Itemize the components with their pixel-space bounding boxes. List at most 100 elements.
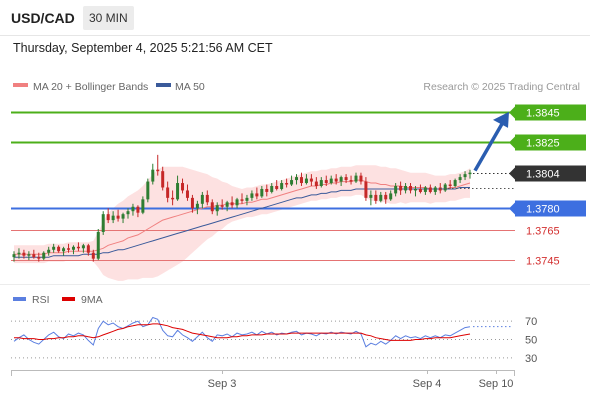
candle-body [285, 183, 289, 185]
candle-body [443, 184, 447, 191]
candle-body [47, 249, 51, 253]
candle-body [280, 183, 284, 189]
candle-body [220, 205, 224, 207]
candle-body [354, 175, 358, 182]
candle-body [106, 214, 110, 221]
level-box-resistance [515, 134, 586, 151]
candle-body [17, 252, 21, 255]
candle-body [156, 169, 160, 172]
candle-body [91, 252, 95, 259]
level-box-pointer [509, 202, 515, 215]
candle-body [141, 199, 145, 213]
level-box-pointer [509, 136, 515, 149]
candle-body [304, 178, 308, 184]
current-price-box [515, 165, 586, 182]
candle-body [240, 199, 244, 201]
candle-body [433, 187, 437, 192]
candle-body [176, 183, 180, 200]
level-box-pivot [515, 200, 586, 217]
target-arrow-shaft [473, 122, 504, 172]
candle-body [62, 248, 66, 252]
candle-body [71, 246, 75, 250]
candle-body [126, 211, 130, 215]
candle-body [225, 202, 229, 207]
candle-body [215, 205, 219, 212]
rsi-ma-legend-swatch [62, 297, 75, 301]
candle-body [146, 181, 150, 200]
level-label-resistance: 1.3825 [526, 138, 560, 150]
ma50-legend-swatch [156, 83, 171, 87]
candle-body [32, 254, 36, 258]
candle-body [453, 180, 457, 186]
candle-body [418, 188, 422, 192]
candle-body [324, 180, 328, 184]
candle-body [161, 171, 165, 188]
level-box-resistance [515, 104, 586, 121]
candle-body [379, 194, 383, 201]
candle-body [255, 193, 259, 197]
x-tick-label: Sep 4 [413, 378, 442, 390]
ma20-line [14, 179, 471, 255]
candle-body [116, 215, 120, 219]
rsi-panel: 70 50 30 [11, 316, 537, 365]
rsi-line [13, 316, 471, 348]
candle-body [270, 186, 274, 192]
candle-body [463, 174, 467, 178]
candle-body [413, 188, 417, 191]
candle-body [404, 186, 408, 191]
ma20-legend-swatch [13, 83, 28, 87]
candle-body [250, 193, 254, 198]
level-label-pivot: 1.3780 [526, 204, 560, 216]
candle-body [12, 254, 16, 258]
candle-body [171, 197, 175, 200]
candle-body [359, 175, 363, 182]
rsi-tick-50: 50 [525, 335, 537, 347]
candle-body [265, 188, 269, 192]
candle-body [81, 245, 85, 249]
x-tick-label: Sep 3 [208, 378, 237, 390]
candle-body [344, 177, 348, 181]
candle-body [210, 202, 214, 212]
timeframe-button[interactable]: 30 MIN [83, 6, 134, 30]
candle-body [230, 202, 234, 206]
x-tick-label: Sep 10 [479, 378, 514, 390]
candle-body [205, 194, 209, 203]
symbol-label: USD/CAD [11, 10, 75, 26]
candle-body [86, 245, 90, 253]
candle-body [151, 169, 155, 182]
candle-body [42, 252, 46, 259]
candle-body [290, 180, 294, 185]
candle-body [181, 183, 185, 191]
level-box-pointer [509, 106, 515, 119]
candle-body [111, 215, 115, 221]
candle-body [458, 177, 462, 181]
candle-body [235, 199, 239, 206]
candle-body [399, 186, 403, 191]
candle-body [369, 194, 373, 198]
rsi-tick-30: 30 [525, 353, 537, 365]
current-price-pointer [509, 167, 515, 180]
candle-body [67, 248, 71, 250]
target-arrow-head [493, 111, 509, 128]
candle-body [57, 246, 61, 252]
candle-body [136, 206, 140, 213]
rsi-tick-70: 70 [525, 316, 537, 328]
candle-body [166, 187, 170, 198]
chart-header: USD/CAD 30 MIN [0, 0, 590, 36]
level-label-support: 1.3745 [526, 256, 560, 268]
candle-body [319, 180, 323, 186]
candle-body [339, 177, 343, 182]
candle-body [200, 194, 204, 204]
candle-body [22, 252, 26, 256]
candle-body [121, 214, 125, 219]
ma20-legend-label: MA 20 + Bollinger Bands [33, 81, 148, 93]
candle-body [27, 254, 31, 256]
level-label-support: 1.3765 [526, 226, 560, 238]
candle-body [309, 178, 313, 182]
price-panel: 1.3845 1.3825 1.3780 1.3765 1.3745 1.3804 [11, 104, 586, 281]
candle-body [334, 178, 338, 182]
candle-body [96, 231, 100, 259]
candle-body [260, 188, 264, 197]
candle-body [314, 181, 318, 186]
